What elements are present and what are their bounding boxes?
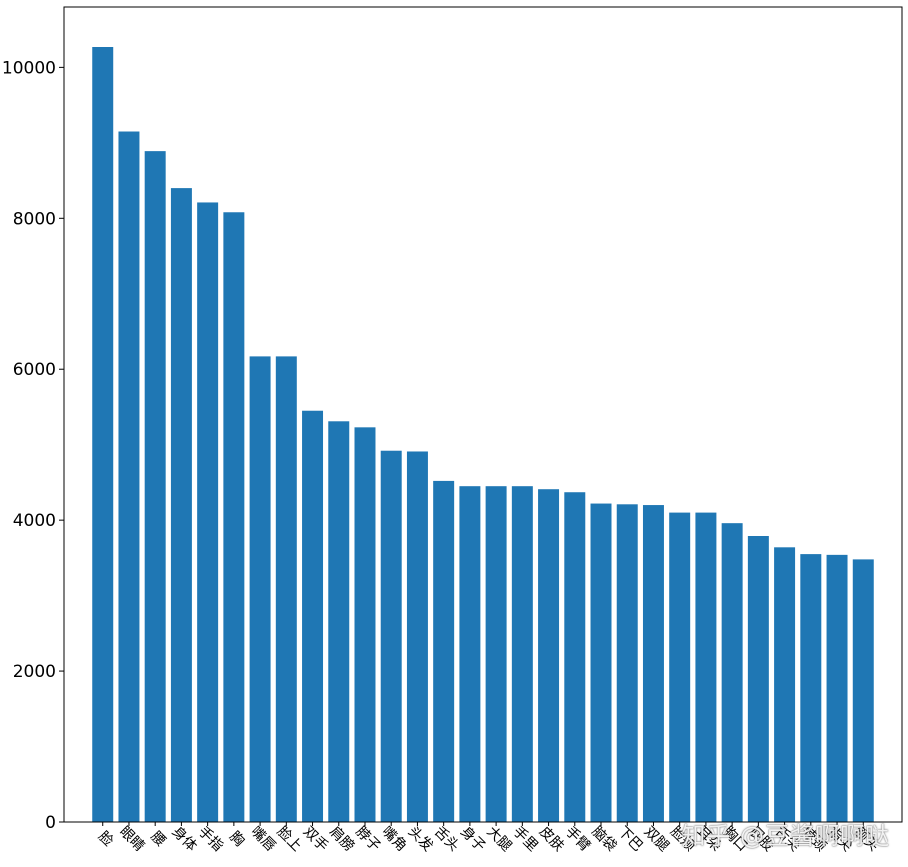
y-tick-label: 10000	[2, 58, 56, 78]
x-tick-label: 手指	[195, 824, 226, 855]
bar	[433, 480, 455, 822]
bar	[485, 486, 507, 822]
y-tick-label: 4000	[13, 511, 56, 531]
bar	[669, 512, 691, 822]
x-tick-label: 下巴	[615, 824, 646, 855]
x-tick-label: 皮肤	[536, 824, 567, 855]
bar	[249, 356, 271, 822]
y-tick-label: 2000	[13, 662, 56, 682]
bars-group	[92, 47, 874, 823]
x-tick-label: 双手	[300, 824, 331, 855]
bar	[406, 451, 428, 822]
y-tick-label: 8000	[13, 209, 56, 229]
bar	[616, 504, 638, 822]
bar	[144, 151, 166, 822]
y-tick-label: 0	[45, 813, 56, 833]
x-tick-label: 手臂	[562, 824, 593, 855]
x-tick-label: 肩膀	[326, 823, 358, 855]
plot-frame	[63, 6, 903, 823]
bar	[590, 503, 612, 822]
bar	[275, 356, 297, 822]
x-tick-label: 舌头	[431, 824, 462, 855]
bar	[380, 450, 402, 822]
x-tick-label: 手里	[510, 824, 541, 855]
y-tick-label: 6000	[13, 360, 56, 380]
x-tick-label: 脸上	[274, 824, 305, 855]
x-tick-label: 身子	[457, 824, 488, 855]
x-tick-label: 双腿	[641, 824, 672, 855]
bar	[302, 410, 324, 822]
bar	[564, 492, 586, 822]
bar	[328, 421, 350, 822]
x-tick-label: 脖子	[352, 824, 383, 855]
x-tick-label: 脑袋	[588, 824, 619, 855]
bar	[695, 512, 717, 822]
bar	[721, 523, 743, 822]
x-tick-label: 嘴角	[378, 824, 409, 855]
bar	[747, 536, 769, 822]
y-axis: 0 2000 4000 6000 8000 10000	[2, 58, 64, 833]
bar	[118, 131, 140, 822]
x-tick-label: 大腿	[483, 824, 514, 855]
bar	[774, 547, 796, 822]
x-tick-label: 胸	[226, 829, 247, 850]
bar	[511, 486, 533, 822]
bar	[642, 505, 664, 822]
x-tick-label: 眼睛	[116, 824, 147, 855]
x-tick-label: 腰	[147, 829, 168, 850]
watermark: 知乎 @豆酱啊啊哒	[681, 822, 890, 850]
bar	[852, 559, 874, 822]
bar	[170, 188, 192, 823]
x-tick-label: 嘴唇	[247, 824, 278, 855]
bar	[197, 202, 219, 822]
bar	[826, 554, 848, 822]
bar	[538, 489, 560, 822]
bar	[92, 47, 114, 822]
x-tick-label: 脸	[95, 829, 116, 850]
x-tick-label: 身体	[169, 824, 200, 855]
bar	[459, 486, 481, 822]
bar	[354, 427, 376, 822]
bar	[223, 212, 245, 822]
x-tick-label: 头发	[405, 824, 436, 855]
bar	[800, 554, 822, 822]
